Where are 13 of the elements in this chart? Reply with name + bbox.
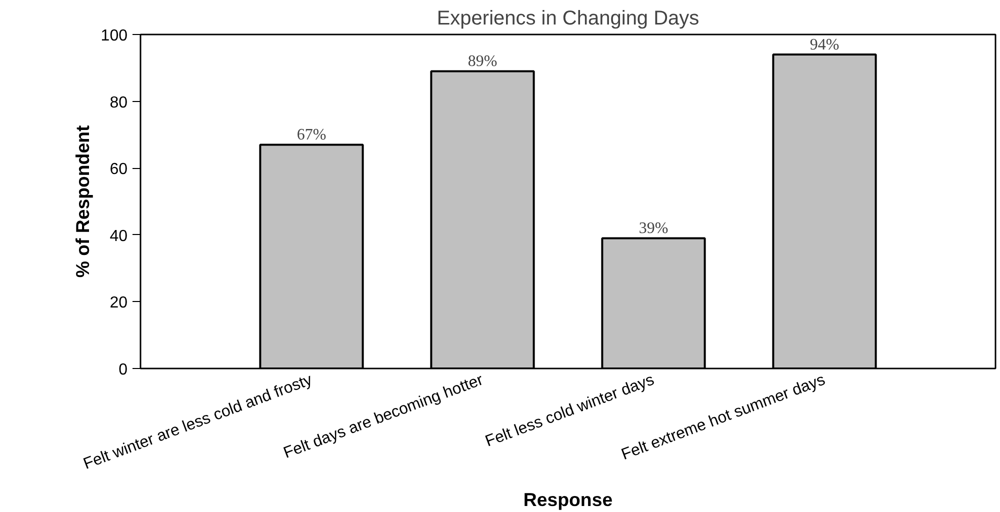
- y-axis-title: % of Respondent: [72, 125, 93, 278]
- x-axis-title: Response: [523, 488, 613, 510]
- data-label: 89%: [468, 53, 498, 70]
- y-tick-label: 80: [110, 94, 128, 112]
- chart-title: Experiencs in Changing Days: [436, 8, 700, 30]
- y-tick-label: 0: [118, 362, 128, 378]
- data-label: 94%: [810, 36, 840, 54]
- y-tick-label: 60: [110, 161, 128, 178]
- data-label: 39%: [638, 220, 668, 238]
- y-tick-label: 20: [110, 294, 128, 312]
- y-tick-label: 40: [110, 228, 128, 245]
- data-label: 67%: [296, 126, 326, 144]
- y-tick-label: 100: [100, 28, 128, 44]
